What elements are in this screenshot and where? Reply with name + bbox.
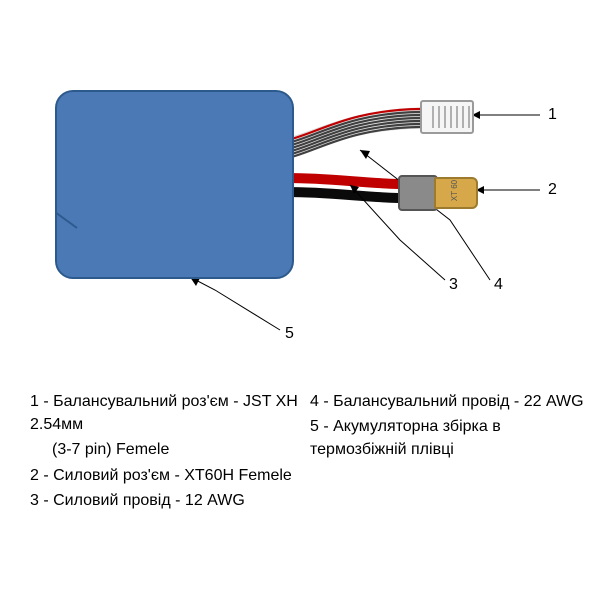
legend-item-4: 4 - Балансувальний провід - 22 AWG [310,390,590,413]
xt60-body [398,175,438,211]
legend-item-1: 1 - Балансувальний роз'єм - JST XH 2.54м… [30,390,310,436]
callout-4: 4 [494,276,503,294]
callout-2: 2 [548,181,557,199]
legend: 1 - Балансувальний роз'єм - JST XH 2.54м… [30,390,590,514]
battery-detail [55,90,290,275]
jst-connector [420,100,474,134]
callout-1: 1 [548,106,557,124]
legend-item-5: 5 - Акумуляторна збірка в термозбіжній п… [310,415,590,461]
diagram-area: XT 60 1 2 3 4 5 [0,0,600,380]
legend-col-left: 1 - Балансувальний роз'єм - JST XH 2.54м… [30,390,310,514]
legend-item-2: 2 - Силовий роз'єм - XT60H Femele [30,464,310,487]
xt60-label: XT 60 [450,180,459,201]
callout-3: 3 [449,276,458,294]
legend-col-right: 4 - Балансувальний провід - 22 AWG 5 - А… [310,390,590,514]
callout-5: 5 [285,325,294,343]
legend-item-1b: (3-7 pin) Femele [30,438,310,461]
legend-item-3: 3 - Силовий провід - 12 AWG [30,489,310,512]
